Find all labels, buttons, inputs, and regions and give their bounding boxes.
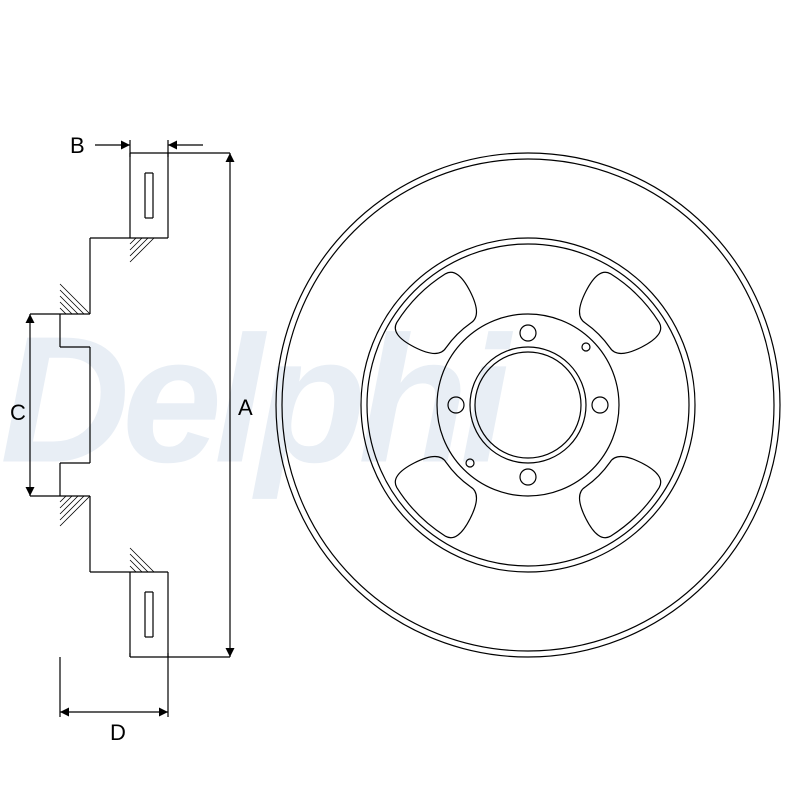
label-c: C xyxy=(10,400,26,426)
label-d: D xyxy=(110,720,126,746)
label-a: A xyxy=(238,395,253,421)
technical-drawing xyxy=(0,0,800,800)
label-b: B xyxy=(70,133,85,159)
